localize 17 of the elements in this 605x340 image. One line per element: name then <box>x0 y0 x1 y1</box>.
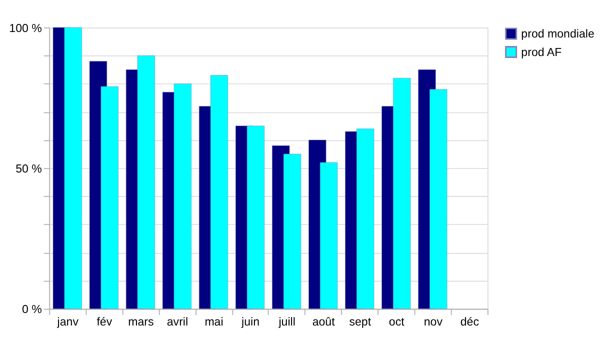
x-tick-label: nov <box>424 316 443 329</box>
y-tick-label: 50 % <box>16 163 42 176</box>
x-tick-label: oct <box>388 316 406 329</box>
legend-label: prod AF <box>521 46 562 59</box>
x-tick-label: fév <box>96 316 112 329</box>
x-tick-label: sept <box>349 316 372 329</box>
x-tick-label: juill <box>278 316 296 329</box>
y-tick-label: 0 % <box>22 304 42 316</box>
x-tick-label: avril <box>166 316 188 329</box>
x-tick-label: janv <box>56 316 79 329</box>
y-tick-label: 100 % <box>9 22 42 35</box>
x-tick-label: mars <box>128 316 154 329</box>
x-tick-label: août <box>312 316 336 329</box>
x-tick-label: déc <box>460 316 480 329</box>
x-tick-label: mai <box>204 316 224 329</box>
legend-label: prod mondiale <box>521 28 594 41</box>
x-tick-label: juin <box>240 316 260 329</box>
